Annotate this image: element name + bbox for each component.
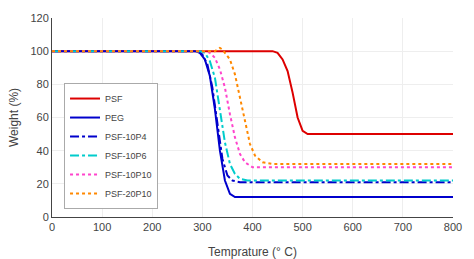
svg-text:120: 120 — [30, 12, 48, 24]
svg-text:Temprature (° C): Temprature (° C) — [208, 245, 297, 259]
svg-text:800: 800 — [444, 221, 462, 233]
svg-text:PSF-10P10: PSF-10P10 — [105, 170, 152, 180]
svg-text:PSF-20P10: PSF-20P10 — [105, 189, 152, 199]
svg-text:PEG: PEG — [105, 113, 124, 123]
svg-text:0: 0 — [43, 211, 49, 223]
svg-text:80: 80 — [37, 78, 49, 90]
svg-text:300: 300 — [193, 221, 211, 233]
svg-text:40: 40 — [37, 145, 49, 157]
svg-text:60: 60 — [37, 111, 49, 123]
svg-text:20: 20 — [37, 178, 49, 190]
svg-text:0: 0 — [49, 221, 55, 233]
svg-text:PSF-10P6: PSF-10P6 — [105, 151, 147, 161]
svg-text:100: 100 — [30, 45, 48, 57]
svg-text:700: 700 — [394, 221, 412, 233]
svg-text:100: 100 — [93, 221, 111, 233]
svg-text:PSF: PSF — [105, 94, 123, 104]
svg-text:600: 600 — [344, 221, 362, 233]
svg-text:200: 200 — [143, 221, 161, 233]
svg-text:500: 500 — [293, 221, 311, 233]
svg-text:PSF-10P4: PSF-10P4 — [105, 132, 147, 142]
svg-text:Weight (%): Weight (%) — [7, 88, 21, 147]
svg-text:400: 400 — [243, 221, 261, 233]
